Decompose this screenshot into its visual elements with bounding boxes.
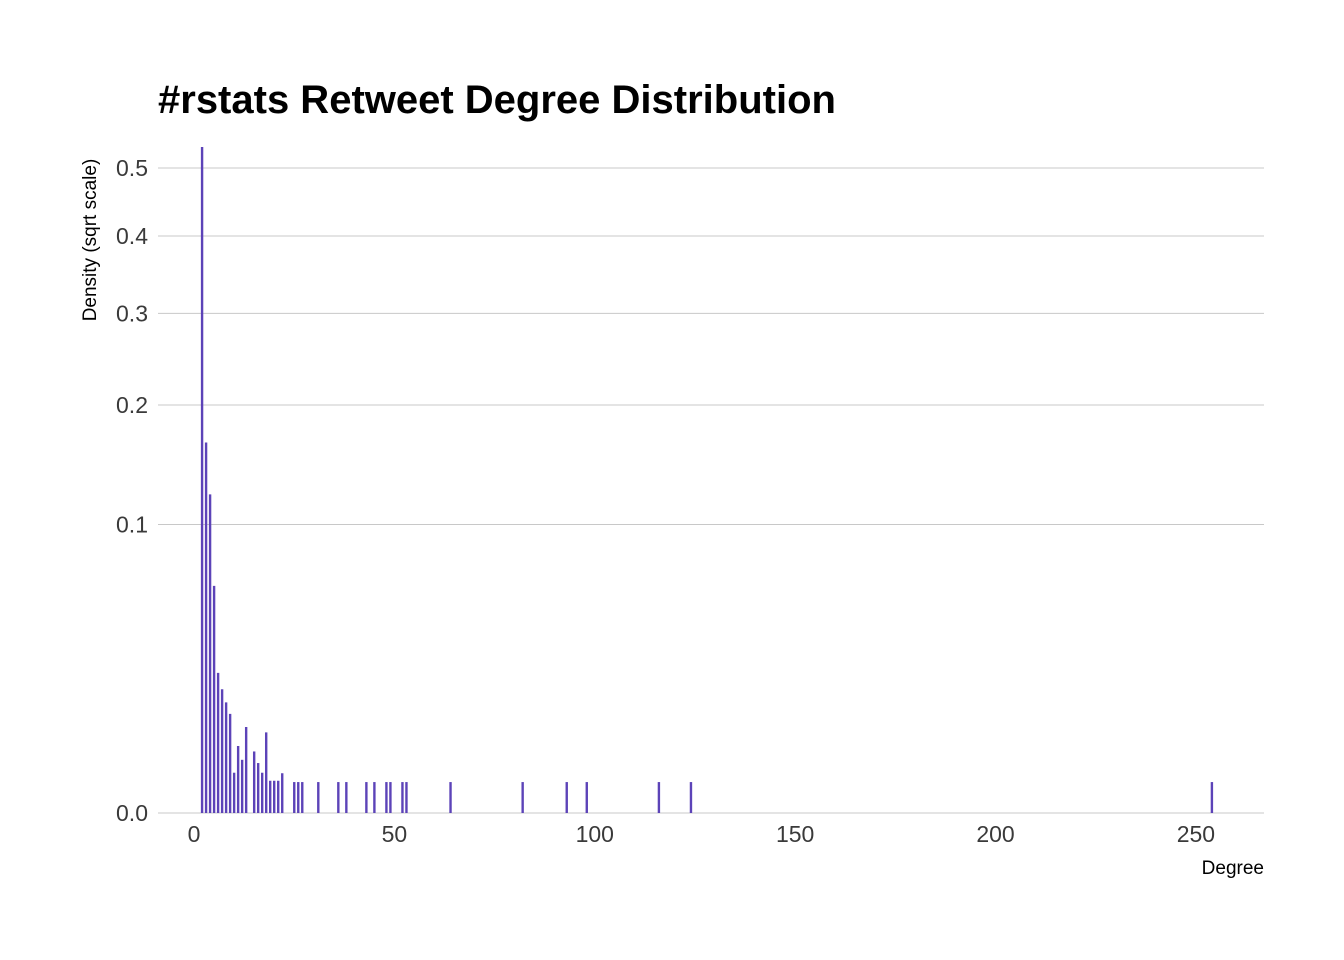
y-tick-label: 0.1 (116, 512, 148, 538)
y-tick-label: 0.3 (116, 300, 148, 326)
x-tick-label: 250 (1177, 821, 1215, 847)
y-tick-label: 0.5 (116, 155, 148, 181)
y-tick-label: 0.2 (116, 392, 148, 418)
x-tick-label: 50 (382, 821, 408, 847)
x-tick-label: 150 (776, 821, 814, 847)
x-tick-labels: 0 50 100 150 200 250 (188, 821, 1215, 847)
x-axis-label: Degree (1202, 858, 1264, 879)
y-tick-label: 0.0 (116, 800, 148, 826)
y-gridlines (158, 167, 1264, 814)
histogram-bars (200, 147, 1214, 813)
x-tick-label: 0 (188, 821, 201, 847)
chart-title: #rstats Retweet Degree Distribution (158, 78, 836, 122)
x-tick-label: 100 (576, 821, 614, 847)
x-tick-label: 200 (976, 821, 1014, 847)
y-axis-label: Density (sqrt scale) (80, 159, 101, 322)
y-tick-label: 0.4 (116, 223, 148, 249)
y-tick-labels: 0.0 0.1 0.2 0.3 0.4 0.5 (116, 155, 148, 826)
